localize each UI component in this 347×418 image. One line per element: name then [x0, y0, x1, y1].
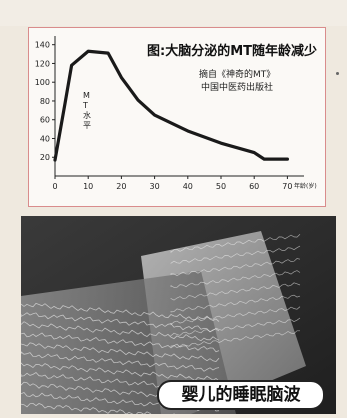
eeg-trace-line [21, 362, 220, 382]
chart-series [53, 49, 289, 162]
y-tick-label: 60 [40, 116, 50, 125]
x-tick-label: 40 [183, 182, 193, 191]
eeg-trace-line [21, 351, 220, 372]
eeg-trace-line [21, 402, 176, 414]
x-tick-label: 50 [216, 182, 226, 191]
y-tick-label: 80 [40, 97, 50, 106]
eeg-trace-line [21, 332, 220, 353]
eeg-trace-line [170, 282, 301, 301]
page-mark-dot [336, 72, 339, 75]
x-tick-label: 70 [282, 182, 292, 191]
chart-panel: 0 10 20 30 40 50 60 70 20 40 60 80 100 120 140 M T 水平 图:大… [28, 27, 326, 207]
eeg-trace-line [21, 321, 220, 342]
photo-caption: 婴儿的睡眠脑波 [157, 380, 325, 410]
y-tick-label: 40 [40, 134, 50, 143]
eeg-trace-line [170, 270, 301, 288]
x-tick-label: 0 [52, 182, 57, 191]
eeg-traces [21, 234, 301, 414]
eeg-paper-image [21, 216, 336, 414]
chart-ticks: 0 10 20 30 40 50 60 70 20 40 60 80 100 120 140 M T 水平 [35, 41, 293, 191]
eeg-trace-line [170, 258, 301, 277]
mt-age-line-chart: 0 10 20 30 40 50 60 70 20 40 60 80 100 120 140 M T 水平 图:大… [35, 36, 317, 191]
page-top-strip [0, 0, 347, 26]
y-tick-label: 20 [40, 153, 50, 162]
eeg-trace-line [170, 306, 301, 326]
eeg-trace-line [170, 330, 300, 348]
chart-source-book: 摘自《神奇的MT》 [199, 68, 275, 80]
y-tick-label: 140 [35, 41, 50, 50]
x-tick-label: 10 [83, 182, 93, 191]
chart-title: 图:大脑分泌的MT随年龄减少 [147, 43, 317, 59]
eeg-trace-line [170, 317, 301, 337]
eeg-trace-line [21, 342, 220, 362]
eeg-trace-line [21, 302, 220, 322]
x-tick-label: 30 [150, 182, 160, 191]
chart-source-publisher: 中国中医药出版社 [201, 81, 273, 93]
eeg-paper-sheet-front [21, 271, 236, 414]
mt-level-line [53, 49, 289, 162]
y-tick-label: 100 [35, 78, 50, 87]
eeg-trace-line [170, 245, 301, 264]
x-tick-label: 20 [116, 182, 126, 191]
eeg-trace-line [170, 294, 301, 313]
chart-y-axis-label: M T 水平 [82, 91, 91, 130]
chart-x-axis-label: 年龄(岁) [294, 182, 317, 190]
y-tick-label: 120 [35, 59, 50, 68]
eeg-trace-line [21, 312, 220, 333]
x-tick-label: 60 [249, 182, 259, 191]
eeg-trace-line [170, 234, 301, 254]
